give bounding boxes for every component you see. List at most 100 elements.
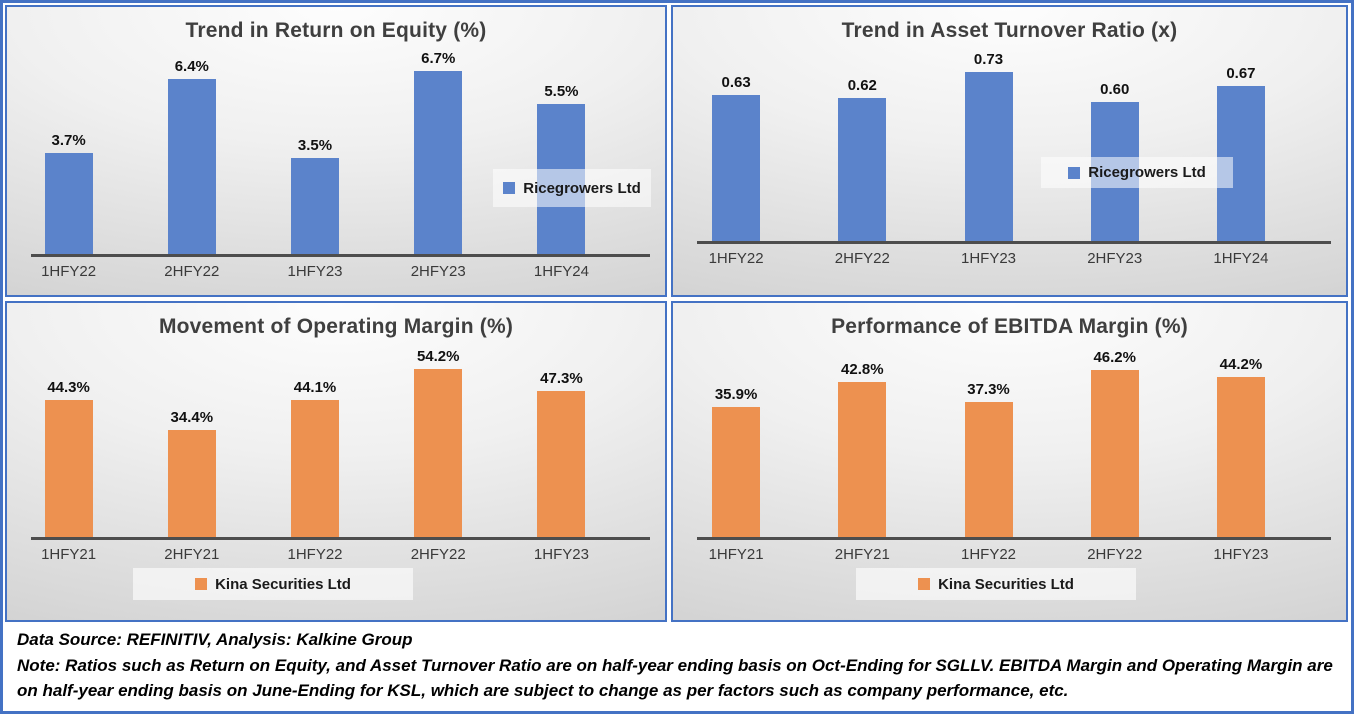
bar-column: 54.2% <box>377 348 500 537</box>
legend-marker-icon <box>918 578 931 590</box>
bar <box>414 71 463 254</box>
bar-value-label: 0.63 <box>721 74 751 91</box>
plot-wrap: 3.7% 6.4% 3.5% 6.7% 5.5% 1HFY22 2HFY22 1HFY23 2… <box>7 49 665 280</box>
plot-area: 3.7% 6.4% 3.5% 6.7% 5.5% <box>7 49 623 254</box>
bar <box>1090 370 1139 537</box>
bar-column: 35.9% <box>673 386 799 537</box>
bar <box>167 79 216 254</box>
bar-value-label: 6.7% <box>421 50 456 67</box>
bar-value-label: 54.2% <box>416 348 460 365</box>
category-label: 1HFY23 <box>533 546 589 563</box>
category-label: 1HFY24 <box>1213 250 1269 267</box>
category-label: 1HFY22 <box>960 546 1017 563</box>
legend-label: Kina Securities Ltd <box>938 575 1074 593</box>
bar-column: 46.2% <box>1052 349 1178 537</box>
bar-column: 44.3% <box>7 379 130 537</box>
footer-notes: Data Source: REFINITIV, Analysis: Kalkin… <box>5 622 1348 704</box>
bar-value-label: 44.1% <box>293 379 337 396</box>
bar-value-label: 3.5% <box>297 137 333 154</box>
category-label: 2HFY22 <box>164 263 220 280</box>
note-line: Note: Ratios such as Return on Equity, a… <box>17 655 1333 701</box>
plot-area: 0.63 0.62 0.73 0.60 0.67 <box>673 49 1304 241</box>
chart-panel-asset-turnover: Trend in Asset Turnover Ratio (x) 0.63 0.… <box>671 5 1348 297</box>
bar-column: 42.8% <box>799 361 925 537</box>
category-label: 2HFY21 <box>834 546 890 563</box>
category-label: 2HFY22 <box>834 250 890 267</box>
chart-title: Trend in Asset Turnover Ratio (x) <box>841 19 1178 42</box>
x-axis-line <box>697 537 1331 540</box>
x-axis-labels: 1HFY22 2HFY22 1HFY23 2HFY23 1HFY24 <box>7 257 623 280</box>
x-axis-line <box>31 537 650 540</box>
legend: Kina Securities Ltd <box>133 568 413 600</box>
bar <box>44 153 93 254</box>
legend-label: Ricegrowers Ltd <box>1088 164 1206 181</box>
bar-column: 0.63 <box>673 74 799 241</box>
bar-column: 6.4% <box>130 58 253 254</box>
bar <box>712 95 761 241</box>
bar-value-label: 0.73 <box>973 51 1004 68</box>
bar-column: 0.73 <box>925 51 1051 241</box>
legend: Kina Securities Ltd <box>856 568 1136 600</box>
legend-label: Kina Securities Ltd <box>215 575 351 593</box>
category-label: 2HFY23 <box>1087 250 1143 267</box>
bar-value-label: 5.5% <box>544 83 579 100</box>
bar-column: 0.67 <box>1178 65 1304 241</box>
bar <box>838 382 887 537</box>
plot-area: 35.9% 42.8% 37.3% 46.2% 44.2% <box>673 345 1304 537</box>
bar-value-label: 47.3% <box>540 370 583 387</box>
category-label: 2HFY22 <box>410 546 466 563</box>
bar-column: 0.62 <box>799 77 925 241</box>
plot-wrap: 35.9% 42.8% 37.3% 46.2% 44.2% 1HFY21 2HFY21 1H… <box>673 345 1346 600</box>
bar-column: 44.1% <box>253 379 376 537</box>
bar-column: 34.4% <box>130 409 253 537</box>
bar-column: 47.3% <box>500 370 623 537</box>
bar <box>1216 377 1265 537</box>
category-label: 1HFY23 <box>1213 546 1269 563</box>
charts-grid: Trend in Return on Equity (%) 3.7% 6.4% 3.… <box>5 5 1348 622</box>
bar <box>44 400 93 537</box>
bar-value-label: 35.9% <box>714 386 758 403</box>
bar <box>537 391 586 537</box>
legend-label: Ricegrowers Ltd <box>523 179 641 197</box>
bar-value-label: 0.60 <box>1100 81 1130 98</box>
bar <box>712 407 761 537</box>
bar <box>291 158 339 254</box>
legend-marker-icon <box>195 578 208 590</box>
category-label: 1HFY23 <box>287 263 343 280</box>
category-label: 2HFY21 <box>164 546 220 563</box>
plot-wrap: 0.63 0.62 0.73 0.60 0.67 1HFY22 2HFY22 1HFY23 2… <box>673 49 1346 267</box>
legend: Ricegrowers Ltd <box>1041 157 1233 188</box>
plot-wrap: 44.3% 34.4% 44.1% 54.2% 47.3% 1HFY21 2HFY21 1H… <box>7 345 665 600</box>
data-source-line: Data Source: REFINITIV, Analysis: Kalkin… <box>17 630 413 649</box>
category-label: 1HFY21 <box>41 546 97 563</box>
category-label: 1HFY22 <box>708 250 764 267</box>
category-label: 1HFY22 <box>287 546 343 563</box>
bar-column: 6.7% <box>377 50 500 254</box>
bar <box>167 430 216 537</box>
x-axis-labels: 1HFY21 2HFY21 1HFY22 2HFY22 1HFY23 <box>7 540 623 563</box>
bar <box>964 72 1013 241</box>
bar-value-label: 46.2% <box>1093 349 1136 366</box>
x-axis-line <box>697 241 1331 244</box>
bar-value-label: 3.7% <box>51 132 86 149</box>
chart-panel-operating-margin: Movement of Operating Margin (%) 44.3% 34… <box>5 301 667 622</box>
bar-column: 3.7% <box>7 132 130 254</box>
bar-value-label: 0.62 <box>847 77 877 94</box>
chart-panel-ebitda-margin: Performance of EBITDA Margin (%) 35.9% 42… <box>671 301 1348 622</box>
chart-title: Performance of EBITDA Margin (%) <box>831 315 1188 338</box>
bar-value-label: 34.4% <box>170 409 214 426</box>
bar <box>291 400 339 537</box>
bar-value-label: 0.67 <box>1226 65 1256 82</box>
bar-value-label: 44.2% <box>1219 356 1263 373</box>
x-axis-line <box>31 254 650 257</box>
bar <box>414 369 463 537</box>
category-label: 1HFY23 <box>960 250 1017 267</box>
category-label: 2HFY22 <box>1087 546 1143 563</box>
legend-marker-icon <box>1068 166 1081 179</box>
bar <box>964 402 1013 537</box>
bar-value-label: 42.8% <box>841 361 884 378</box>
category-label: 1HFY22 <box>41 263 97 280</box>
bar-value-label: 37.3% <box>967 381 1010 398</box>
bar-value-label: 44.3% <box>47 379 90 396</box>
